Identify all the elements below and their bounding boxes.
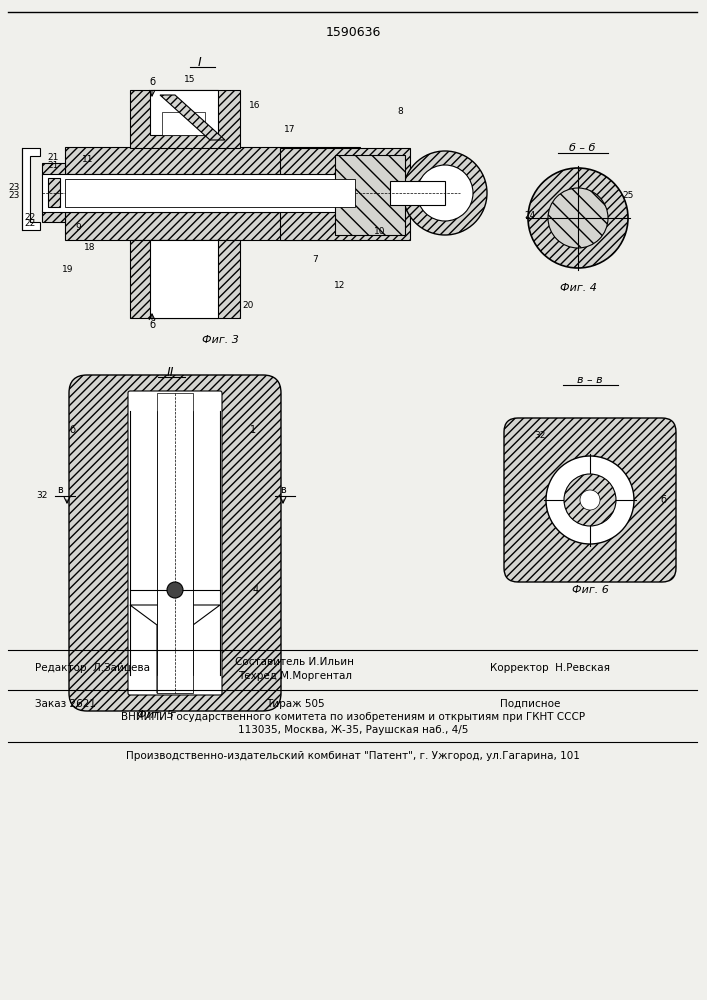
Text: 19: 19 [62, 265, 74, 274]
Polygon shape [22, 148, 40, 230]
Text: Фиг. 4: Фиг. 4 [559, 283, 597, 293]
FancyBboxPatch shape [128, 391, 222, 695]
Text: б: б [149, 77, 155, 87]
Polygon shape [335, 155, 405, 235]
Text: в – в: в – в [577, 375, 603, 385]
Circle shape [580, 490, 600, 510]
Text: 10: 10 [374, 228, 386, 236]
Text: 16: 16 [250, 101, 261, 109]
Polygon shape [130, 240, 240, 318]
Text: 15: 15 [185, 76, 196, 85]
Polygon shape [65, 212, 360, 240]
Circle shape [528, 168, 628, 268]
Polygon shape [150, 240, 218, 318]
FancyBboxPatch shape [504, 418, 676, 582]
Circle shape [546, 456, 634, 544]
Polygon shape [42, 163, 65, 175]
Text: 11: 11 [82, 155, 94, 164]
Text: 9: 9 [75, 224, 81, 232]
Polygon shape [150, 90, 218, 135]
Text: 22: 22 [24, 214, 35, 223]
Text: б: б [660, 495, 666, 505]
Text: б: б [149, 320, 155, 330]
Text: ВНИИПИ Государственного комитета по изобретениям и открытиям при ГКНТ СССР: ВНИИПИ Государственного комитета по изоб… [121, 712, 585, 722]
Bar [157, 393, 193, 693]
Text: Фиг. 3: Фиг. 3 [201, 335, 238, 345]
Text: 25: 25 [622, 190, 633, 200]
Text: 8: 8 [397, 107, 403, 116]
Polygon shape [65, 147, 360, 174]
Circle shape [417, 165, 473, 221]
Text: 23: 23 [8, 190, 20, 200]
Text: в: в [57, 485, 63, 495]
Text: в: в [280, 485, 286, 495]
Text: Корректор  Н.Ревская: Корректор Н.Ревская [490, 663, 610, 673]
Bar [65, 179, 355, 207]
Text: II: II [166, 365, 174, 378]
Polygon shape [42, 210, 65, 222]
Polygon shape [130, 90, 240, 148]
Text: Фиг. 6: Фиг. 6 [571, 585, 609, 595]
Circle shape [167, 582, 183, 598]
Text: 7: 7 [312, 255, 318, 264]
Polygon shape [160, 95, 225, 140]
Bar [42, 174, 392, 212]
Bar [48, 178, 60, 207]
Text: Заказ 2621: Заказ 2621 [35, 699, 96, 709]
Circle shape [564, 474, 616, 526]
Text: 21: 21 [47, 152, 59, 161]
Text: 32: 32 [36, 490, 47, 499]
Circle shape [548, 188, 608, 248]
Text: 113035, Москва, Ж-35, Раушская наб., 4/5: 113035, Москва, Ж-35, Раушская наб., 4/5 [238, 725, 468, 735]
Text: 20: 20 [243, 300, 254, 310]
Text: 32: 32 [534, 430, 546, 440]
Text: Составитель И.Ильин: Составитель И.Ильин [235, 657, 354, 667]
Text: 12: 12 [334, 280, 346, 290]
Text: 1: 1 [250, 425, 256, 435]
Text: 21: 21 [47, 160, 59, 169]
Text: Производственно-издательский комбинат "Патент", г. Ужгород, ул.Гагарина, 101: Производственно-издательский комбинат "П… [126, 751, 580, 761]
Bar [390, 181, 445, 205]
Text: Подписное: Подписное [500, 699, 560, 709]
Text: 23: 23 [8, 184, 20, 192]
FancyBboxPatch shape [69, 375, 281, 711]
Text: 1590636: 1590636 [325, 25, 380, 38]
Text: б – б: б – б [569, 143, 595, 153]
Text: 17: 17 [284, 125, 296, 134]
Text: Фиг. 5: Фиг. 5 [136, 710, 173, 720]
Text: 4: 4 [253, 585, 259, 595]
Text: I: I [198, 55, 202, 68]
Text: Тираж 505: Тираж 505 [266, 699, 325, 709]
Circle shape [403, 151, 487, 235]
Polygon shape [162, 112, 205, 135]
Polygon shape [280, 148, 410, 240]
Text: б: б [69, 425, 75, 435]
Text: 24: 24 [525, 211, 536, 220]
Text: 22: 22 [24, 220, 35, 229]
Polygon shape [130, 605, 220, 693]
Text: Редактор  Л.Зайцева: Редактор Л.Зайцева [35, 663, 150, 673]
Bar [42, 175, 65, 210]
Text: 18: 18 [84, 243, 95, 252]
Text: Техред М.Моргентал: Техред М.Моргентал [238, 671, 352, 681]
